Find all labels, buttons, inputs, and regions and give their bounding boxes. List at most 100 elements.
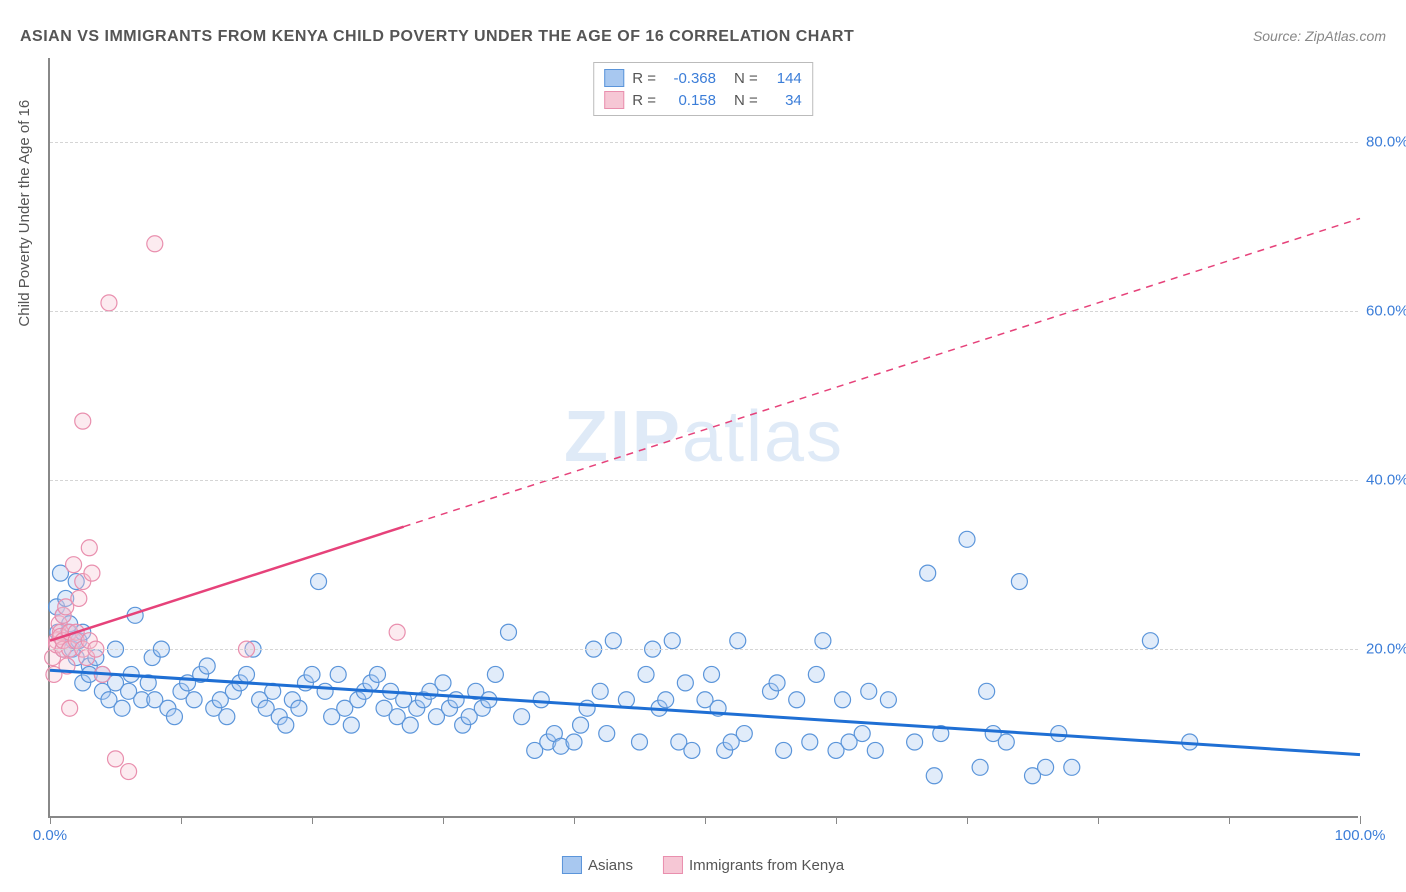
scatter-point — [802, 734, 818, 750]
scatter-point — [730, 633, 746, 649]
trend-line-solid — [50, 527, 404, 641]
scatter-point — [533, 692, 549, 708]
scatter-point — [959, 531, 975, 547]
scatter-point — [979, 683, 995, 699]
legend-swatch — [604, 69, 624, 87]
chart-title: ASIAN VS IMMIGRANTS FROM KENYA CHILD POV… — [20, 28, 854, 46]
legend-swatch — [604, 91, 624, 109]
scatter-point — [166, 709, 182, 725]
scatter-point — [920, 565, 936, 581]
scatter-point — [972, 759, 988, 775]
x-tick — [836, 816, 837, 824]
stats-row: R =-0.368N =144 — [604, 67, 802, 89]
scatter-point — [343, 717, 359, 733]
scatter-point — [304, 666, 320, 682]
scatter-point — [71, 590, 87, 606]
scatter-point — [907, 734, 923, 750]
bottom-legend: AsiansImmigrants from Kenya — [562, 856, 844, 874]
scatter-point — [62, 700, 78, 716]
x-tick — [967, 816, 968, 824]
scatter-point — [867, 742, 883, 758]
scatter-point — [573, 717, 589, 733]
scatter-point — [370, 666, 386, 682]
x-tick — [1229, 816, 1230, 824]
scatter-point — [599, 726, 615, 742]
scatter-point — [998, 734, 1014, 750]
scatter-point — [638, 666, 654, 682]
scatter-point — [854, 726, 870, 742]
grid-line — [50, 142, 1358, 143]
legend-label: Immigrants from Kenya — [689, 857, 844, 874]
y-axis-label: Child Poverty Under the Age of 16 — [16, 100, 33, 327]
scatter-point — [566, 734, 582, 750]
y-tick-label: 80.0% — [1366, 134, 1406, 151]
y-tick-label: 20.0% — [1366, 641, 1406, 658]
scatter-point — [776, 742, 792, 758]
stats-n-value: 144 — [766, 70, 802, 87]
scatter-point — [632, 734, 648, 750]
stats-n-label: N = — [734, 70, 758, 87]
scatter-point — [402, 717, 418, 733]
scatter-point — [684, 742, 700, 758]
x-tick-label-max: 100.0% — [1335, 827, 1386, 844]
stats-r-label: R = — [632, 92, 656, 109]
stats-r-label: R = — [632, 70, 656, 87]
scatter-point — [311, 574, 327, 590]
grid-line — [50, 649, 1358, 650]
legend-swatch — [663, 856, 683, 874]
scatter-point — [75, 413, 91, 429]
x-tick — [1098, 816, 1099, 824]
scatter-point — [1011, 574, 1027, 590]
scatter-point — [592, 683, 608, 699]
stats-n-value: 34 — [766, 92, 802, 109]
scatter-point — [808, 666, 824, 682]
scatter-point — [81, 540, 97, 556]
grid-line — [50, 480, 1358, 481]
x-tick — [574, 816, 575, 824]
scatter-point — [487, 666, 503, 682]
scatter-point — [835, 692, 851, 708]
scatter-point — [108, 751, 124, 767]
scatter-point — [677, 675, 693, 691]
stats-n-label: N = — [734, 92, 758, 109]
scatter-point — [121, 764, 137, 780]
stats-r-value: 0.158 — [664, 92, 716, 109]
scatter-point — [579, 700, 595, 716]
scatter-point — [605, 633, 621, 649]
scatter-point — [114, 700, 130, 716]
scatter-point — [199, 658, 215, 674]
scatter-point — [1064, 759, 1080, 775]
scatter-point — [291, 700, 307, 716]
scatter-point — [769, 675, 785, 691]
grid-line — [50, 311, 1358, 312]
scatter-point — [926, 768, 942, 784]
scatter-point — [861, 683, 877, 699]
x-tick — [443, 816, 444, 824]
plot-svg — [50, 58, 1358, 816]
scatter-point — [186, 692, 202, 708]
scatter-point — [789, 692, 805, 708]
legend-swatch — [562, 856, 582, 874]
scatter-point — [435, 675, 451, 691]
stats-row: R = 0.158 N = 34 — [604, 89, 802, 111]
stats-box: R =-0.368N =144R =0.158N =34 — [593, 62, 813, 116]
scatter-point — [101, 295, 117, 311]
plot-area: ZIPatlas 20.0%40.0%60.0%80.0%0.0%100.0% — [48, 58, 1358, 818]
scatter-point — [239, 666, 255, 682]
scatter-point — [514, 709, 530, 725]
source-attribution: Source: ZipAtlas.com — [1253, 28, 1386, 44]
trend-line — [50, 670, 1360, 754]
x-tick — [50, 816, 51, 824]
scatter-point — [501, 624, 517, 640]
scatter-point — [219, 709, 235, 725]
scatter-point — [389, 624, 405, 640]
scatter-point — [815, 633, 831, 649]
scatter-point — [704, 666, 720, 682]
scatter-point — [278, 717, 294, 733]
x-tick — [1360, 816, 1361, 824]
y-tick-label: 60.0% — [1366, 303, 1406, 320]
scatter-point — [1038, 759, 1054, 775]
scatter-point — [736, 726, 752, 742]
x-tick — [705, 816, 706, 824]
y-tick-label: 40.0% — [1366, 472, 1406, 489]
